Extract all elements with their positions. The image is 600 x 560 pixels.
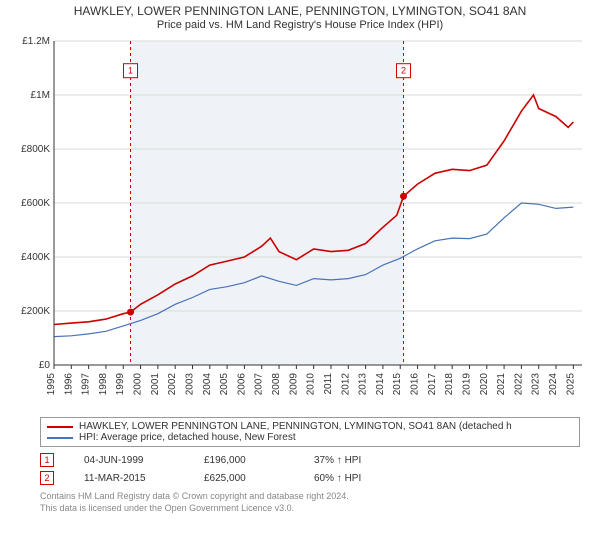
footer: Contains HM Land Registry data © Crown c… [40,491,580,514]
annotation-pct: 37% ↑ HPI [314,455,361,466]
svg-text:1995: 1995 [46,373,57,396]
svg-text:2024: 2024 [548,373,559,396]
svg-text:2011: 2011 [323,373,334,395]
svg-text:£400K: £400K [21,252,50,263]
annotation-pct: 60% ↑ HPI [314,473,361,484]
svg-text:£600K: £600K [21,198,50,209]
legend-swatch [47,426,73,428]
annotation-marker: 1 [40,453,54,467]
legend-label: HAWKLEY, LOWER PENNINGTON LANE, PENNINGT… [79,421,512,432]
svg-text:2018: 2018 [444,373,455,396]
legend: HAWKLEY, LOWER PENNINGTON LANE, PENNINGT… [40,417,580,447]
svg-text:2: 2 [401,66,406,76]
legend-row: HPI: Average price, detached house, New … [47,432,573,443]
legend-label: HPI: Average price, detached house, New … [79,432,296,443]
svg-text:1997: 1997 [81,373,92,396]
footer-line1: Contains HM Land Registry data © Crown c… [40,491,580,503]
annotation-price: £196,000 [204,455,284,466]
svg-text:2017: 2017 [427,373,438,396]
svg-text:2003: 2003 [184,373,195,396]
svg-text:£1M: £1M [31,90,50,101]
svg-text:2006: 2006 [236,373,247,396]
svg-text:2014: 2014 [375,373,386,396]
title-subtitle: Price paid vs. HM Land Registry's House … [0,19,600,31]
svg-text:2009: 2009 [288,373,299,396]
footer-line2: This data is licensed under the Open Gov… [40,503,580,515]
svg-text:2015: 2015 [392,373,403,396]
svg-text:£1.2M: £1.2M [22,36,50,47]
annotation-date: 04-JUN-1999 [84,455,174,466]
title-block: HAWKLEY, LOWER PENNINGTON LANE, PENNINGT… [0,0,600,33]
svg-text:2023: 2023 [531,373,542,396]
annotation-date: 11-MAR-2015 [84,473,174,484]
svg-text:£800K: £800K [21,144,50,155]
legend-swatch [47,437,73,439]
chart-container: HAWKLEY, LOWER PENNINGTON LANE, PENNINGT… [0,0,600,560]
svg-text:2000: 2000 [133,373,144,396]
annotation-row: 1 04-JUN-1999 £196,000 37% ↑ HPI [40,453,580,467]
svg-text:1: 1 [128,66,133,76]
svg-text:£0: £0 [39,360,51,371]
annotation-marker: 2 [40,471,54,485]
svg-text:2022: 2022 [513,373,524,396]
svg-text:2016: 2016 [410,373,421,396]
annotation-price: £625,000 [204,473,284,484]
svg-text:2005: 2005 [219,373,230,396]
chart-svg: £0 £200K £400K £600K £800K £1M £1.2M 1 2 1995 1996… [10,33,590,413]
svg-text:2012: 2012 [340,373,351,396]
svg-text:1999: 1999 [115,373,126,396]
title-address: HAWKLEY, LOWER PENNINGTON LANE, PENNINGT… [0,4,600,18]
svg-text:2001: 2001 [150,373,161,396]
legend-row: HAWKLEY, LOWER PENNINGTON LANE, PENNINGT… [47,421,573,432]
svg-text:1998: 1998 [98,373,109,396]
svg-text:1996: 1996 [63,373,74,396]
svg-text:2002: 2002 [167,373,178,396]
svg-text:2010: 2010 [306,373,317,396]
chart-area: £0 £200K £400K £600K £800K £1M £1.2M 1 2 1995 1996… [10,33,590,413]
svg-text:2013: 2013 [358,373,369,396]
svg-text:2004: 2004 [202,373,213,396]
annotation-table: 1 04-JUN-1999 £196,000 37% ↑ HPI 2 11-MA… [40,453,580,485]
svg-text:2007: 2007 [254,373,265,396]
svg-text:2021: 2021 [496,373,507,396]
svg-text:2019: 2019 [461,373,472,396]
svg-text:£200K: £200K [21,306,50,317]
annotation-row: 2 11-MAR-2015 £625,000 60% ↑ HPI [40,471,580,485]
svg-text:2025: 2025 [565,373,576,396]
svg-text:2020: 2020 [479,373,490,396]
svg-text:2008: 2008 [271,373,282,396]
